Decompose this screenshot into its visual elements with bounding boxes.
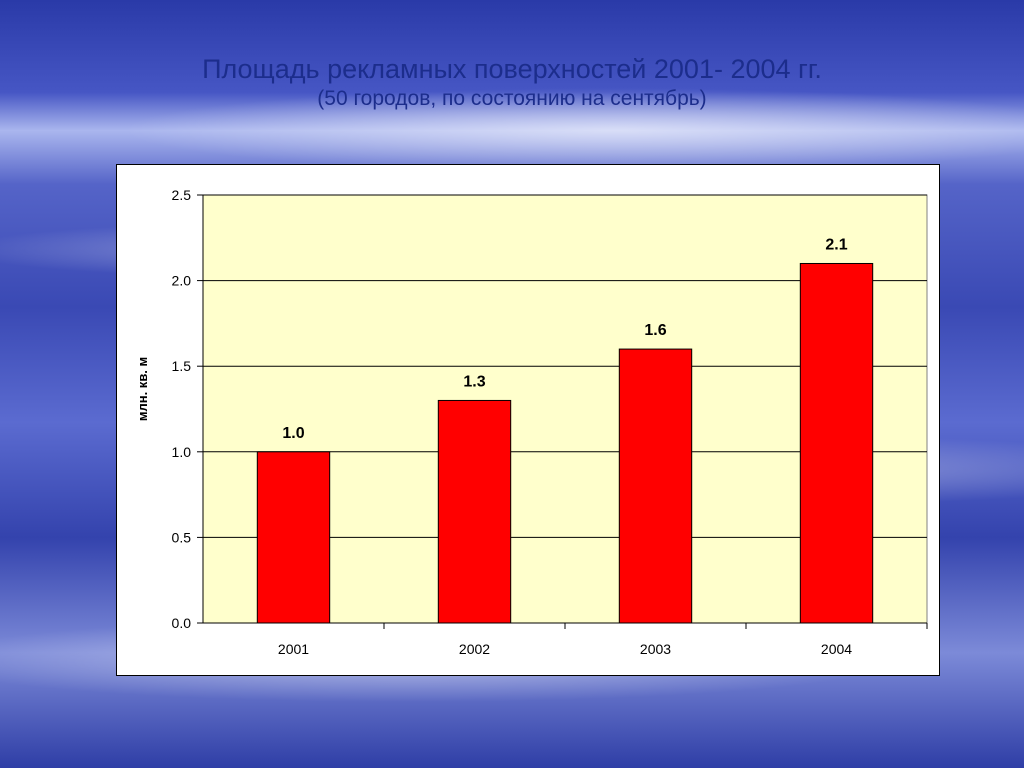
y-tick-label: 0.0 <box>172 615 192 631</box>
bar-2003 <box>618 348 693 624</box>
data-label-2002: 1.3 <box>463 373 485 390</box>
slide-title: Площадь рекламных поверхностей 2001- 200… <box>202 54 822 84</box>
x-tick-label-2004: 2004 <box>821 641 852 657</box>
y-tick-label: 2.0 <box>172 273 192 289</box>
y-tick-label: 1.5 <box>172 358 192 374</box>
bar-chart: 0.0 0.5 1.0 1.5 2.0 2.5 млн. кв. м 1.0 2001 1.3 20… <box>135 187 928 657</box>
bar-2002 <box>437 399 512 624</box>
chart-panel: 0.0 0.5 1.0 1.5 2.0 2.5 млн. кв. м 1.0 2001 1.3 20… <box>116 164 940 676</box>
y-tick-label: 0.5 <box>172 529 192 545</box>
bar-2001 <box>256 451 331 624</box>
data-label-2001: 1.0 <box>282 425 304 442</box>
slide-subtitle: (50 городов, по состоянию на сентябрь) <box>317 87 707 110</box>
x-tick-label-2001: 2001 <box>278 641 309 657</box>
y-tick-label: 2.5 <box>172 187 192 203</box>
x-tick-label-2002: 2002 <box>459 641 490 657</box>
bar-2004 <box>799 262 874 624</box>
slide-titles: Площадь рекламных поверхностей 2001- 200… <box>0 52 1024 112</box>
y-axis-label: млн. кв. м <box>135 357 150 421</box>
data-label-2003: 1.6 <box>644 322 666 339</box>
x-tick-label-2003: 2003 <box>640 641 671 657</box>
data-label-2004: 2.1 <box>825 236 847 253</box>
y-tick-label: 1.0 <box>172 444 192 460</box>
